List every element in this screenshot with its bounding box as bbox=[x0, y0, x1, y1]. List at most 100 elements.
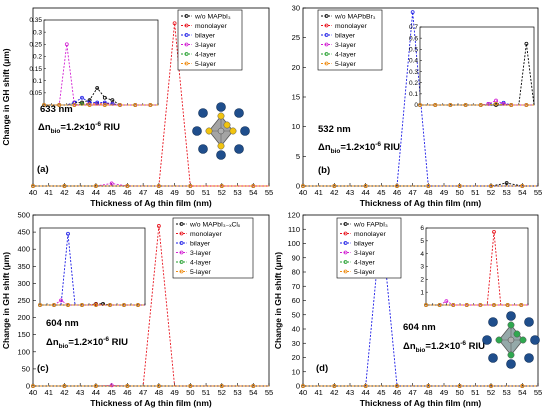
legend-marker bbox=[324, 61, 329, 66]
x-tick-label: 54 bbox=[518, 188, 526, 197]
panel-a: 40 41 42 43 44 45 46 47 48 49 50 51 52 53 54 55 Thicknes… bbox=[1, 7, 273, 208]
delta-n-part: =1.2×10 bbox=[425, 341, 460, 352]
delta-n-part: RIU bbox=[101, 122, 120, 133]
inset-series-5-layer-point bbox=[451, 303, 456, 307]
inset-series-5-layer-point bbox=[505, 303, 510, 307]
legend-entry: w/o MAPbBr₃ bbox=[334, 13, 376, 20]
x-tick-label: 47 bbox=[139, 188, 147, 197]
inset-series-5-layer-point bbox=[494, 101, 498, 106]
inset-series-5-layer-point bbox=[57, 103, 62, 107]
x-tick-label: 54 bbox=[518, 388, 526, 397]
y-tick-label: 500 bbox=[17, 211, 30, 220]
legend-marker bbox=[179, 231, 184, 236]
x-tick-label: 48 bbox=[155, 188, 163, 197]
legend-entry: 5-layer bbox=[354, 269, 376, 276]
x-tick-label: 55 bbox=[265, 388, 273, 397]
x-tick-label: 52 bbox=[218, 388, 226, 397]
series-5-layer-point bbox=[125, 384, 130, 388]
y-axis-label: Change in GH shift (μm) bbox=[273, 252, 283, 349]
y-tick-label: 100 bbox=[287, 239, 300, 248]
inset-series-5-layer-point bbox=[519, 303, 524, 307]
x-tick-label: 49 bbox=[170, 388, 178, 397]
inset-series-5-layer-point bbox=[72, 103, 77, 107]
inset-series-4-layer-point bbox=[80, 101, 84, 106]
inset-series-5-layer-point bbox=[38, 303, 42, 307]
series-5-layer-point bbox=[520, 384, 525, 388]
legend-entry: 3-layer bbox=[195, 42, 217, 49]
x-tick-label: 40 bbox=[299, 188, 307, 197]
legend-entry: 3-layer bbox=[335, 42, 357, 49]
series-5-layer-point bbox=[489, 184, 493, 188]
delta-n-label: Δnbio=1.2×10-6 RIU bbox=[46, 336, 128, 350]
x-tick-label: 50 bbox=[455, 388, 463, 397]
cation-atom bbox=[234, 108, 244, 118]
delta-n-part: -6 bbox=[460, 340, 466, 347]
inset-plot bbox=[38, 227, 146, 307]
inset-series-monolayer-point bbox=[492, 229, 496, 234]
cation-atom bbox=[198, 144, 208, 154]
inset-series-5-layer-point bbox=[464, 303, 469, 307]
halide-atom bbox=[519, 336, 527, 344]
legend-entry: 4-layer bbox=[354, 259, 376, 266]
y-tick-label: 10 bbox=[292, 122, 300, 131]
x-tick-label: 43 bbox=[346, 388, 354, 397]
inset-series-5-layer-point bbox=[133, 103, 138, 107]
y-tick-label: 70 bbox=[292, 282, 300, 291]
series-5-layer-point bbox=[301, 384, 305, 388]
panel-c: 40 41 42 43 44 45 46 47 48 49 50 51 52 53 54 55 0 50 100 15… bbox=[1, 211, 273, 409]
cation-atom bbox=[524, 353, 534, 363]
x-tick-label: 51 bbox=[471, 388, 479, 397]
metal-atom bbox=[217, 127, 225, 135]
inset-y-tick-label: 5 bbox=[420, 238, 424, 245]
series-5-layer-point bbox=[426, 184, 431, 188]
cation-atom bbox=[216, 102, 226, 112]
inset-series-5-layer-point bbox=[52, 303, 56, 307]
halide-atom bbox=[217, 142, 225, 150]
y-tick-label: 0 bbox=[296, 382, 300, 391]
y-axis-label: Change in GH shift (μm) bbox=[1, 48, 11, 145]
legend-marker bbox=[184, 23, 189, 28]
inset-series-5-layer-point bbox=[42, 103, 46, 107]
delta-n-part: bio bbox=[331, 148, 341, 155]
x-tick-label: 41 bbox=[314, 388, 322, 397]
y-tick-label: 250 bbox=[17, 296, 30, 305]
panel-label: (c) bbox=[37, 363, 49, 374]
y-tick-label: 80 bbox=[292, 268, 300, 277]
x-tick-label: 44 bbox=[92, 388, 100, 397]
inset-y-tick-label: 0.15 bbox=[29, 66, 42, 73]
inset-y-tick-label: 0.5 bbox=[409, 46, 418, 53]
inset-series-5-layer-point bbox=[102, 103, 107, 107]
inset-series-3-layer-point bbox=[64, 42, 69, 47]
series-5-layer-point bbox=[94, 384, 98, 388]
inset-series-5-layer-point bbox=[122, 303, 126, 307]
x-tick-label: 40 bbox=[299, 388, 307, 397]
halide-atom bbox=[507, 351, 515, 359]
series-5-layer-point bbox=[363, 184, 368, 188]
legend-box bbox=[336, 217, 402, 279]
legend-entry: w/o MAPbI₃₋ₓClₓ bbox=[189, 221, 241, 228]
y-tick-label: 450 bbox=[17, 228, 30, 237]
inset-series-3-layer-line bbox=[40, 299, 145, 306]
inset-series-5-layer-point bbox=[118, 103, 122, 107]
legend-marker bbox=[343, 241, 348, 245]
perovskite-crystal-icon bbox=[482, 311, 540, 369]
x-tick-label: 51 bbox=[202, 188, 210, 197]
delta-n-part: =1.2×10 bbox=[68, 337, 103, 348]
inset-series-5-layer-point bbox=[433, 103, 438, 107]
inset-y-tick-label: 0.2 bbox=[33, 54, 42, 61]
x-tick-label: 42 bbox=[330, 188, 338, 197]
series-5-layer-point bbox=[520, 184, 525, 188]
x-tick-label: 40 bbox=[29, 388, 37, 397]
inset-series-bilayer-point bbox=[80, 95, 84, 100]
legend-marker bbox=[343, 231, 348, 236]
inset-series-5-layer-point bbox=[87, 103, 92, 107]
delta-n-part: bio bbox=[59, 343, 69, 350]
x-tick-label: 41 bbox=[314, 188, 322, 197]
legend-marker bbox=[343, 269, 348, 274]
y-tick-label: 0 bbox=[296, 182, 300, 191]
series-5-layer-point bbox=[219, 184, 224, 188]
legend-box bbox=[177, 9, 243, 71]
legend-box bbox=[172, 217, 254, 279]
legend-entry: w/o FAPbI₃ bbox=[353, 221, 388, 228]
series-monolayer-point bbox=[172, 21, 177, 26]
